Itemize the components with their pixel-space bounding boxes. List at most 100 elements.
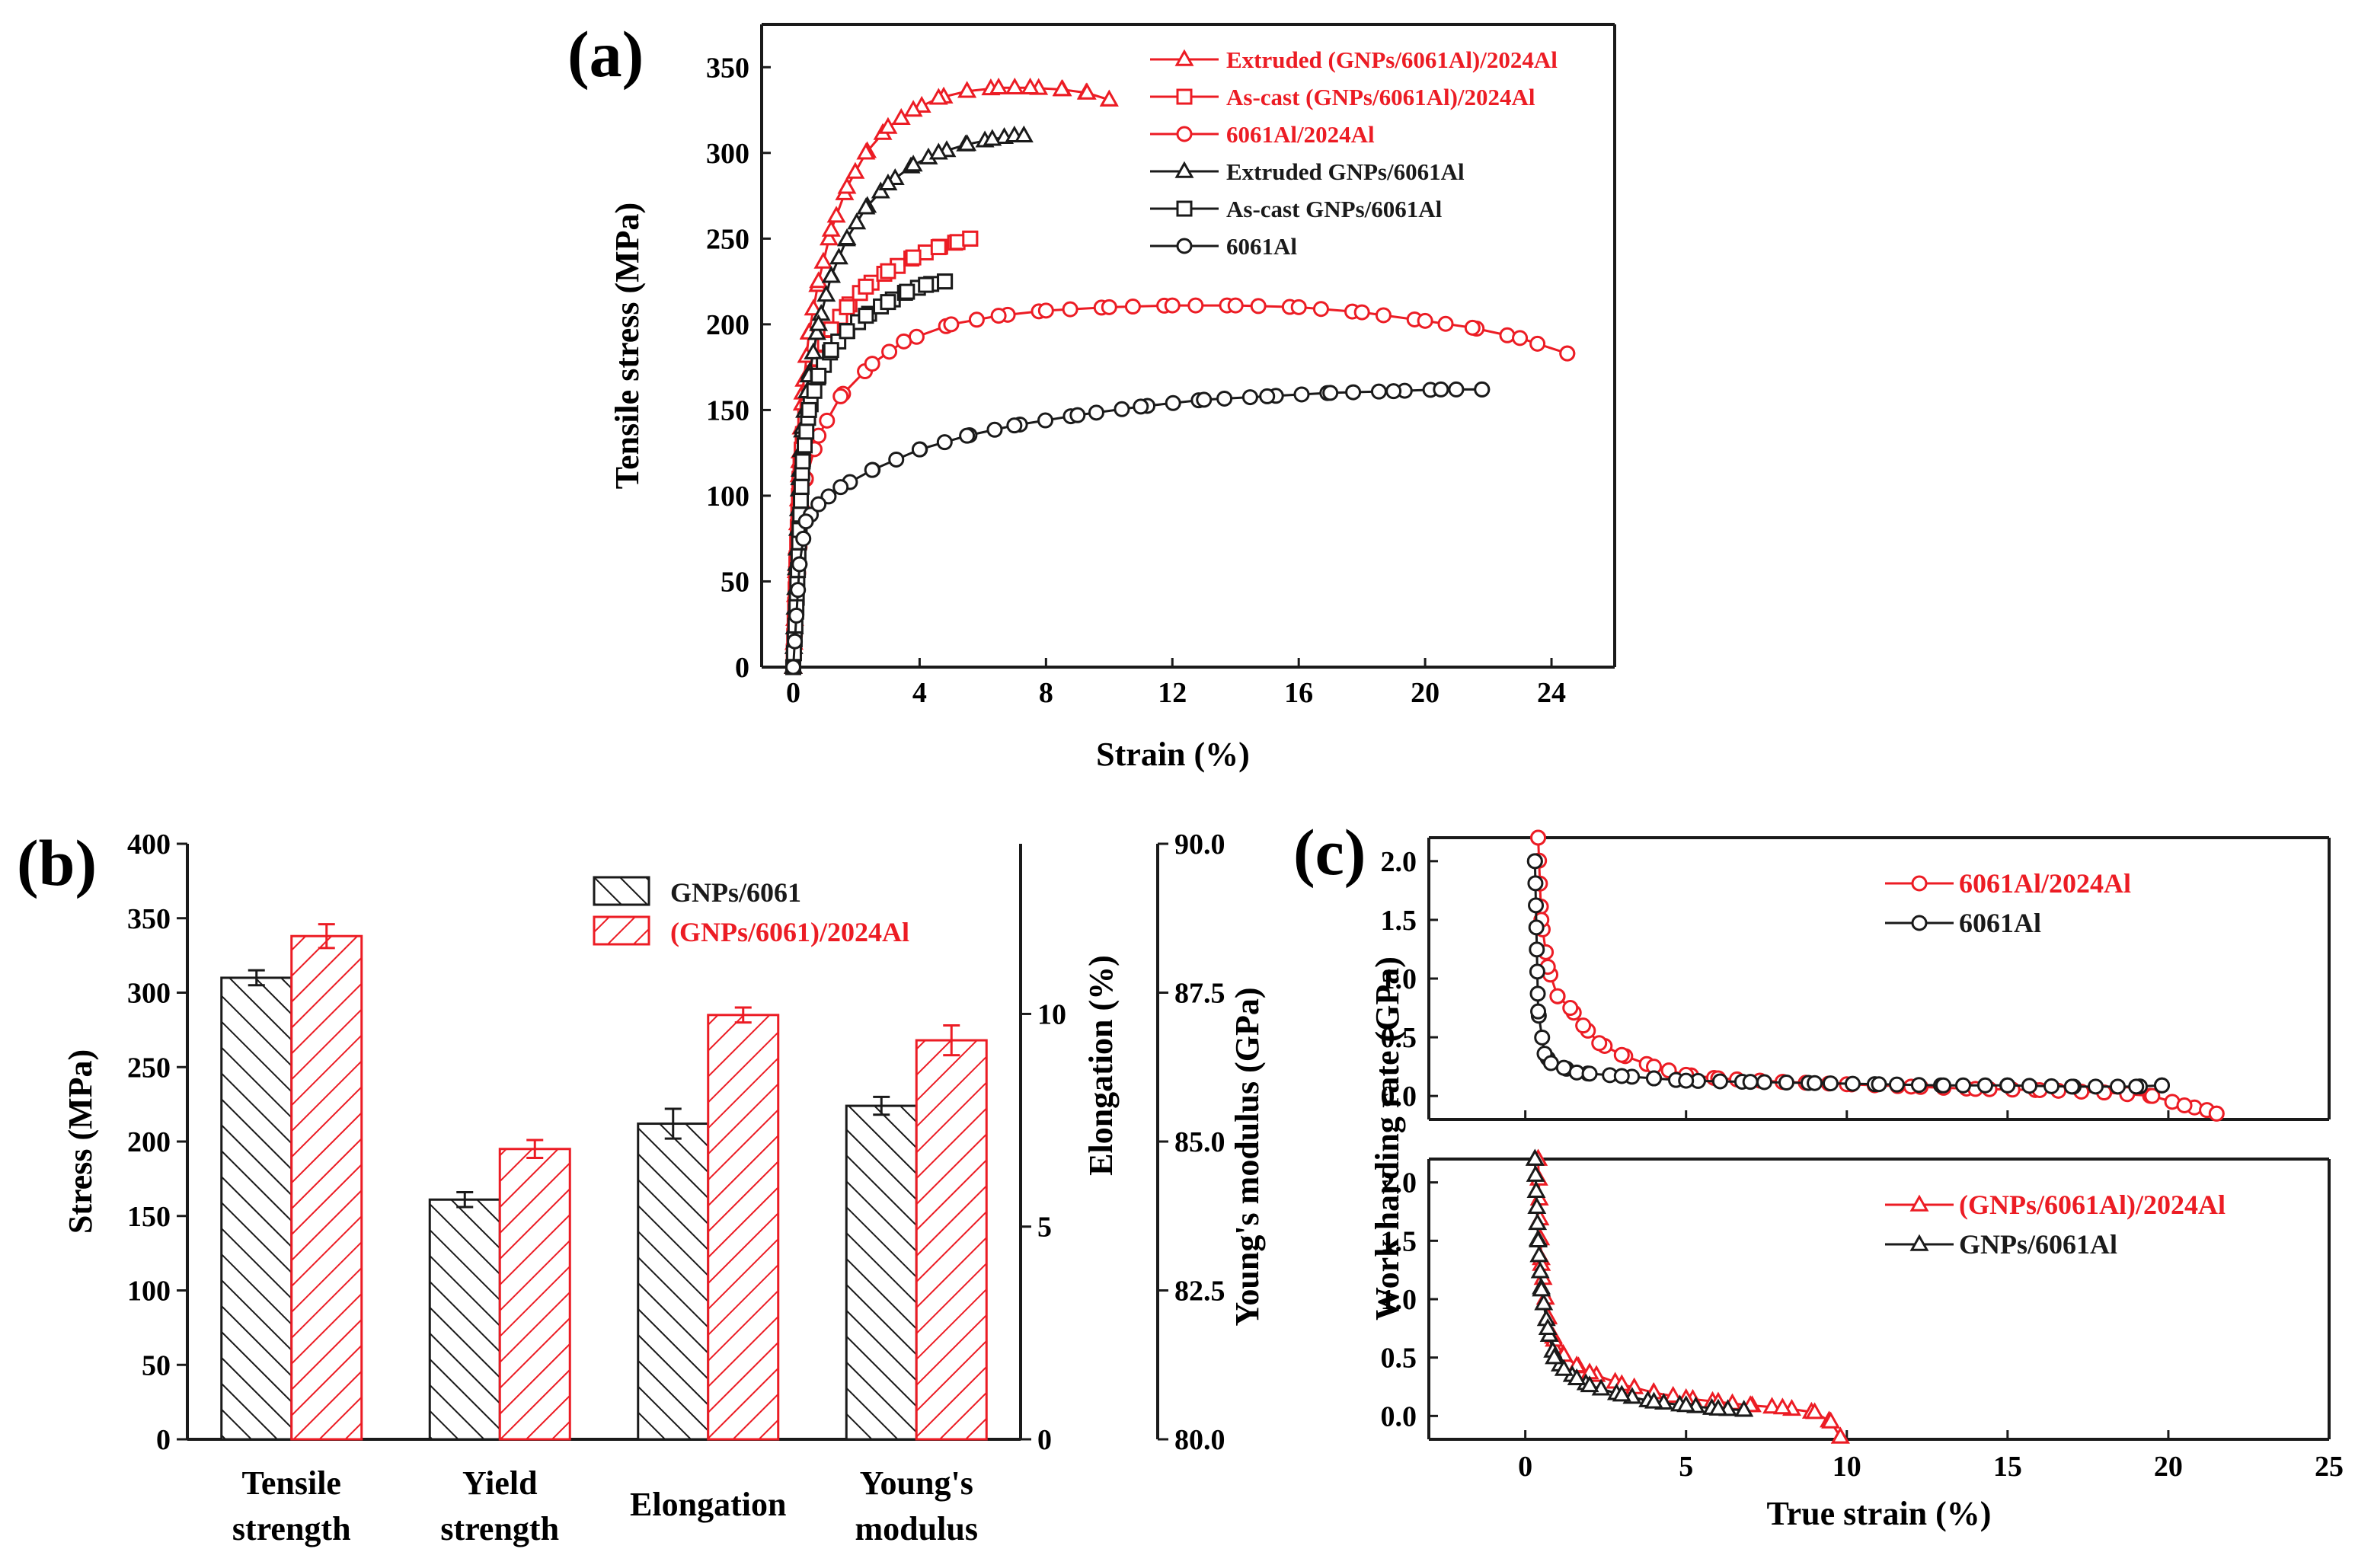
data-point <box>880 294 896 311</box>
y-axis-title: Tensile stress (MPa) <box>609 203 646 489</box>
data-point <box>1888 1076 1905 1093</box>
data-point <box>816 285 836 302</box>
y-tick-label: 50 <box>142 1349 171 1381</box>
data-point <box>1124 299 1141 315</box>
data-point <box>1954 1077 1971 1094</box>
panel-label-a: (a) <box>567 18 644 91</box>
data-point <box>1512 330 1529 346</box>
data-point <box>943 316 960 333</box>
category-label: Yield <box>462 1464 538 1502</box>
category-label: Young's <box>860 1464 973 1502</box>
legend-label: 6061Al <box>1226 233 1297 260</box>
y-tick-label: 0.0 <box>1381 1081 1417 1113</box>
data-point <box>1644 1391 1663 1409</box>
data-point <box>832 479 849 496</box>
y-tick-label: 350 <box>706 52 749 84</box>
data-point <box>806 382 823 399</box>
legend-label: Extruded GNPs/6061Al <box>1226 158 1465 185</box>
data-point <box>1581 1065 1598 1082</box>
data-point <box>881 343 898 360</box>
data-point <box>2043 1078 2059 1094</box>
data-point <box>896 333 912 350</box>
data-point <box>839 323 855 340</box>
panel-label-c: (c) <box>1293 816 1366 889</box>
y-tick-label: 1.5 <box>1381 905 1417 937</box>
data-point <box>1805 1402 1825 1420</box>
data-point <box>962 230 979 247</box>
y3-tick-label: 90.0 <box>1174 829 1225 861</box>
data-point <box>1910 1077 1927 1094</box>
panel-label-b: (b) <box>17 826 97 899</box>
data-point <box>795 530 812 547</box>
data-point <box>1005 77 1024 94</box>
data-point <box>1935 1077 1951 1094</box>
data-point <box>1448 381 1465 398</box>
data-point <box>1530 1261 1550 1279</box>
legend-marker <box>1911 875 1928 892</box>
data-point <box>1052 79 1072 97</box>
legend-swatch <box>593 915 650 946</box>
data-point <box>1562 1000 1579 1017</box>
data-point <box>790 582 807 599</box>
data-point <box>809 314 829 331</box>
legend-label: As-cast GNPs/6061Al <box>1226 196 1443 222</box>
data-point <box>1196 391 1213 408</box>
data-point <box>1568 1064 1585 1081</box>
subplot-1: 0.0 0.5 1.0 1.5 2.0 6061Al/2024Al 6061Al <box>1381 829 2331 1122</box>
y-tick-label: 200 <box>127 1126 171 1158</box>
data-point <box>1807 1075 1823 1091</box>
x-tick-label: 24 <box>1537 677 1566 709</box>
x-tick-label: 10 <box>1833 1451 1861 1483</box>
data-point <box>1464 319 1481 336</box>
data-point <box>858 278 874 295</box>
category-label: modulus <box>855 1510 978 1547</box>
data-point <box>791 556 808 573</box>
data-point <box>837 177 857 194</box>
data-point <box>2063 1078 2080 1095</box>
data-point <box>797 513 814 530</box>
legend-marker <box>1909 1234 1929 1251</box>
y-tick-label: 0.5 <box>1381 1343 1417 1375</box>
data-point <box>2144 1087 2161 1104</box>
data-point <box>1526 1180 1546 1198</box>
data-point <box>810 496 827 513</box>
y3-tick-label: 80.0 <box>1174 1424 1225 1456</box>
data-point <box>1534 1029 1551 1046</box>
y-tick-label: 0 <box>735 652 749 684</box>
data-point <box>804 342 823 359</box>
data-point <box>1772 1397 1792 1415</box>
category-label: Elongation <box>630 1486 786 1523</box>
data-point <box>1499 327 1516 343</box>
y-tick-label: 250 <box>127 1052 171 1084</box>
data-point <box>937 273 954 290</box>
y2-tick-label: 10 <box>1037 998 1066 1030</box>
data-point <box>856 197 876 215</box>
data-point <box>1554 1359 1574 1376</box>
data-point <box>1069 407 1086 423</box>
data-point <box>1385 383 1402 400</box>
y-tick-label: 150 <box>706 394 749 426</box>
y2-tick-label: 0 <box>1037 1424 1052 1456</box>
data-point <box>888 451 905 468</box>
category-label: Tensile <box>242 1464 341 1502</box>
y-tick-label: 1.0 <box>1381 1284 1417 1316</box>
data-point <box>832 388 849 404</box>
data-point <box>871 181 890 199</box>
y2-axis-title: Elongation (%) <box>1082 955 1120 1176</box>
data-point <box>1527 875 1544 892</box>
data-point <box>1216 390 1233 407</box>
data-point <box>845 161 865 179</box>
legend-marker <box>1176 88 1193 105</box>
y-tick-label: 300 <box>706 138 749 170</box>
data-point <box>794 453 811 470</box>
legend-swatch <box>593 876 650 906</box>
data-point <box>1474 381 1491 398</box>
data-point <box>1101 299 1117 315</box>
series-line <box>791 304 1568 668</box>
data-point <box>1165 394 1181 411</box>
data-point <box>787 633 804 650</box>
y-tick-label: 150 <box>127 1201 171 1233</box>
bar <box>498 1148 571 1441</box>
data-point <box>1756 1074 1772 1091</box>
data-point <box>864 461 880 478</box>
